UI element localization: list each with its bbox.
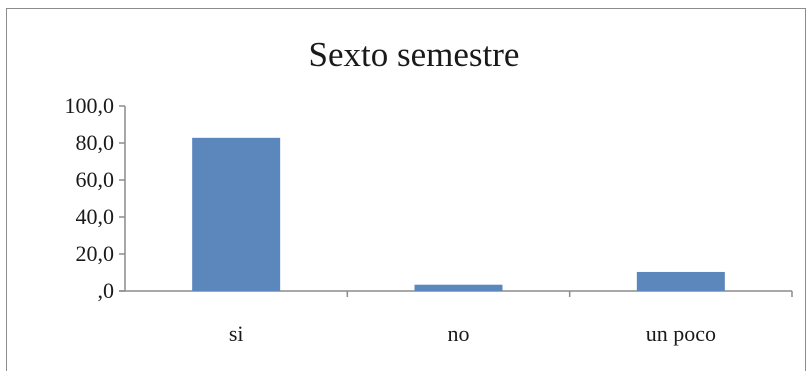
- x-category-label: si: [229, 321, 244, 346]
- x-category-label: no: [448, 321, 470, 346]
- x-category-label: un poco: [646, 321, 716, 346]
- y-tick-label: 20,0: [76, 241, 115, 266]
- chart-border: [6, 8, 806, 371]
- y-tick-label: 80,0: [76, 130, 115, 155]
- plot-area: 100,0 80,0 60,0 40,0 20,0 ,0 si no un poco: [65, 93, 793, 346]
- y-tick-label: 60,0: [76, 167, 115, 192]
- bar-no: [414, 284, 503, 291]
- y-tick-label: 40,0: [76, 204, 115, 229]
- bar-un-poco: [636, 271, 725, 291]
- bar-si: [192, 137, 281, 291]
- y-tick-label: ,0: [98, 278, 115, 303]
- y-tick-label: 100,0: [65, 93, 115, 118]
- chart-title: Sexto semestre: [309, 35, 520, 74]
